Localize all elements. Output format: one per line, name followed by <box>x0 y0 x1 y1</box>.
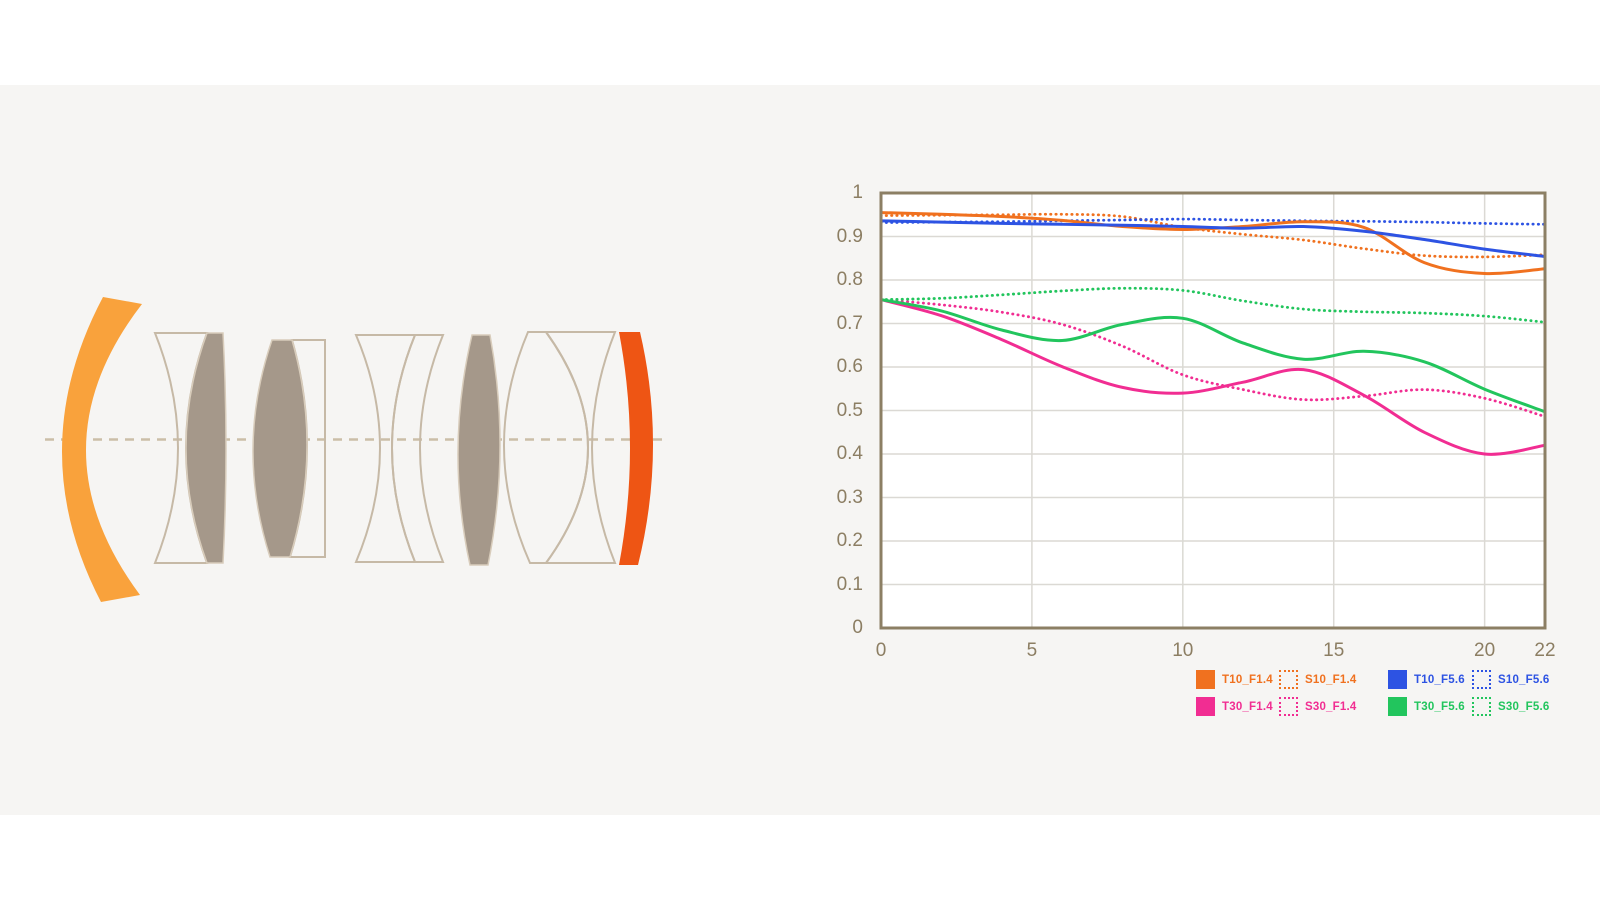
legend-row: T10_F1.4 S10_F1.4 T10_F5.6 S10_F5.6 <box>1196 670 1550 689</box>
mtf-chart: 0 0.1 0.2 0.3 0.4 0.5 0.6 0.7 0.8 0.9 1 0 5 10 15 20 22… <box>837 182 1556 716</box>
legend-item-T30_F5.6: T30_F5.6 <box>1388 697 1472 716</box>
legend-item-T10_F1.4: T10_F1.4 <box>1196 670 1279 689</box>
y-tick-label: 0.8 <box>836 269 863 290</box>
curve-T30_F1.4 <box>880 298 1546 456</box>
y-tick-label: 0.3 <box>836 486 863 508</box>
lens-element-rear-meniscus <box>619 332 654 565</box>
y-tick-label: 0.1 <box>836 573 863 595</box>
legend-label: S30_F1.4 <box>1305 700 1357 713</box>
legend-label: T30_F1.4 <box>1222 700 1273 713</box>
legend-item-S30_F1.4: S30_F1.4 <box>1279 697 1388 716</box>
lens-element-doublet-left-outline <box>354 334 417 563</box>
curve-S30_F5.6 <box>879 286 1547 324</box>
y-tick-label: 0.9 <box>836 225 863 247</box>
legend-label: T30_F5.6 <box>1414 700 1465 713</box>
legend-label: T10_F1.4 <box>1222 673 1273 686</box>
lens-element-glass-meniscus <box>185 332 227 564</box>
lens-element-front-meniscus <box>61 297 143 602</box>
plot-frame <box>879 191 1547 630</box>
legend-item-T30_F1.4: T30_F1.4 <box>1196 697 1279 716</box>
y-tick-label: 0 <box>852 617 863 638</box>
lens-element-glass-biconvex <box>252 339 308 558</box>
y-tick-label: 0.5 <box>836 399 863 421</box>
x-tick-label: 5 <box>1026 640 1038 661</box>
legend-label: S10_F1.4 <box>1305 673 1357 686</box>
lens-element-doublet-right-outline <box>391 334 445 563</box>
legend-swatch-solid <box>1196 697 1215 716</box>
legend-swatch-solid <box>1388 697 1407 716</box>
lens-filled-elements <box>185 332 501 566</box>
x-tick-label: 0 <box>875 640 887 661</box>
lens-element-glass-thin-biconvex <box>457 334 501 566</box>
legend-label: T10_F5.6 <box>1414 673 1465 686</box>
lens-element-rear-doublet-left-outline <box>503 331 589 564</box>
y-tick-label: 1 <box>852 182 863 203</box>
legend-row: T30_F1.4 S30_F1.4 T30_F5.6 S30_F5.6 <box>1196 697 1550 716</box>
curve-T30_F5.6 <box>880 298 1546 414</box>
curve-S10_F5.6 <box>879 217 1547 226</box>
legend-item-S30_F5.6: S30_F5.6 <box>1472 697 1550 716</box>
x-tick-label: 10 <box>1172 640 1194 661</box>
y-tick-label: 0.4 <box>836 443 863 464</box>
legend-swatch-dotted <box>1472 697 1491 716</box>
x-tick-label: 15 <box>1323 640 1345 661</box>
legend-label: S10_F5.6 <box>1498 673 1550 686</box>
legend-swatch-solid <box>1196 670 1215 689</box>
legend-item-S10_F5.6: S10_F5.6 <box>1472 670 1550 689</box>
legend-item-T10_F5.6: T10_F5.6 <box>1388 670 1472 689</box>
legend-swatch-dotted <box>1279 670 1298 689</box>
curve-S30_F1.4 <box>879 298 1547 418</box>
x-tick-label: 20 <box>1474 640 1496 661</box>
legend-swatch-solid <box>1388 670 1407 689</box>
legend-swatch-dotted <box>1279 697 1298 716</box>
x-tick-label: 22 <box>1534 640 1556 661</box>
legend-item-S10_F1.4: S10_F1.4 <box>1279 670 1388 689</box>
y-tick-label: 0.7 <box>836 312 863 334</box>
plot-area <box>879 191 1547 630</box>
y-tick-label: 0.6 <box>836 356 863 377</box>
y-tick-label: 0.2 <box>836 530 863 551</box>
legend-label: S30_F5.6 <box>1498 700 1550 713</box>
lens-diagram <box>45 297 668 602</box>
chart-legend: T10_F1.4 S10_F1.4 T10_F5.6 S10_F5.6 T30_F1.4… <box>1196 670 1550 724</box>
lens-element-rear-doublet-right-outline <box>544 331 617 564</box>
curve-T10_F5.6 <box>880 219 1546 258</box>
legend-swatch-dotted <box>1472 670 1491 689</box>
